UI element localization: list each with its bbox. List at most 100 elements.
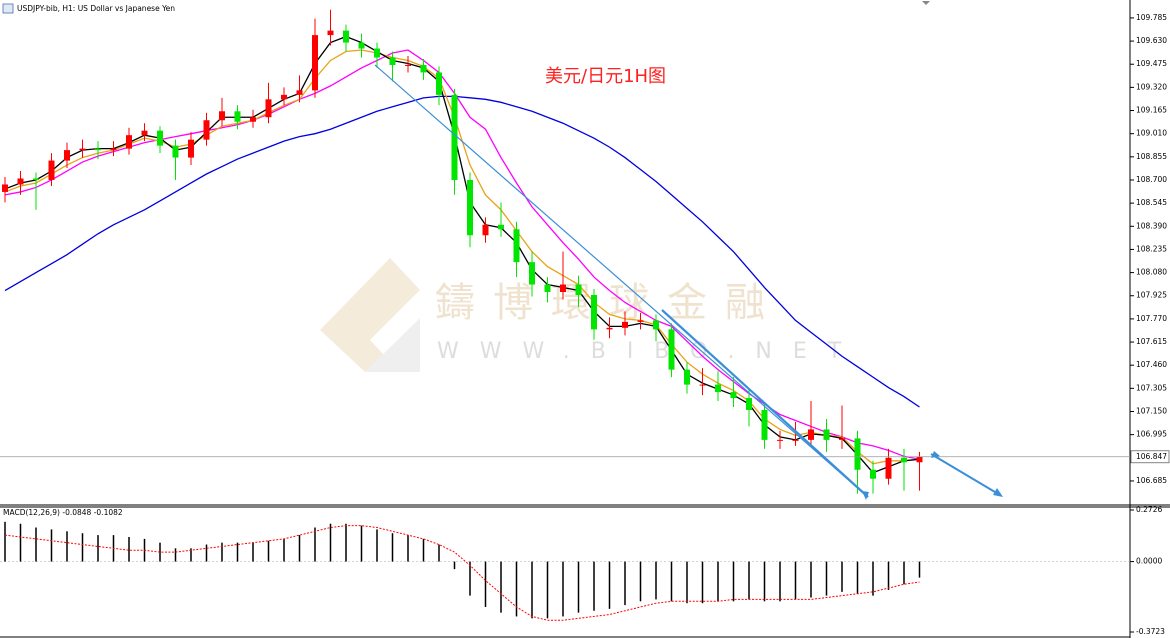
macd-bar: [314, 527, 316, 562]
macd-bar: [841, 561, 843, 592]
candle-body: [265, 99, 272, 118]
candle-body: [854, 438, 861, 470]
macd-bar: [717, 561, 719, 602]
candle-body: [358, 42, 365, 49]
candle-body: [591, 294, 597, 330]
trend-line: [661, 309, 869, 498]
macd-bar: [345, 523, 347, 562]
macd-bar: [639, 561, 642, 602]
macd-title: MACD(12,26,9) -0.0848 -0.1082: [3, 508, 123, 517]
macd-bar: [190, 548, 192, 562]
macd-bar: [205, 544, 208, 562]
y-tick-label: 0.0000: [1136, 557, 1162, 566]
candle-body: [33, 178, 39, 180]
macd-bar: [329, 523, 332, 562]
y-tick-label: 107.925: [1136, 291, 1167, 300]
candle-body: [513, 229, 520, 263]
candle-body: [699, 384, 706, 386]
chart-title: USDJPY-bib, H1: US Dollar vs Japanese Ye…: [17, 4, 175, 13]
macd-bar: [360, 525, 363, 562]
macd-bar: [298, 535, 301, 562]
candle-body: [606, 327, 613, 330]
candle-body: [560, 284, 566, 293]
candle-body: [172, 145, 179, 158]
macd-bar: [624, 561, 626, 606]
y-tick-label: 107.150: [1136, 406, 1167, 415]
candle-body: [281, 94, 287, 100]
candle-body: [141, 130, 148, 136]
macd-bar: [283, 538, 285, 562]
watermark-text: 鑄博環球金融: [435, 280, 783, 326]
candle-body: [157, 130, 163, 146]
candle-body: [2, 184, 8, 192]
macd-bar: [655, 561, 657, 600]
candle-body: [451, 94, 458, 180]
macd-bar: [903, 561, 905, 585]
macd-bar: [221, 542, 223, 562]
macd-bar: [81, 533, 84, 562]
candle-body: [544, 284, 551, 293]
watermark-logo: [320, 258, 420, 372]
macd-bar: [500, 561, 502, 613]
y-tick-label: 108.855: [1136, 152, 1167, 161]
macd-bar: [779, 561, 781, 602]
candle-body: [188, 139, 194, 158]
candle-body: [48, 160, 55, 180]
macd-bar: [593, 561, 595, 611]
macd-bar: [438, 544, 440, 562]
macd-bar: [608, 561, 611, 609]
candle-body: [777, 439, 783, 441]
candle-body: [79, 148, 86, 151]
macd-bar: [35, 527, 37, 562]
annotation: 美元/日元1H图: [545, 66, 666, 87]
candle-body: [916, 456, 923, 463]
candle-body: [312, 35, 318, 91]
candle-body: [498, 224, 504, 230]
macd-bar: [484, 561, 487, 607]
y-tick-label: 109.320: [1136, 82, 1167, 91]
candle-body: [823, 429, 830, 440]
macd-bar: [252, 542, 254, 562]
projection-arrow: [930, 453, 1001, 496]
candle-body: [219, 111, 225, 121]
candle-body: [405, 64, 411, 66]
macd-bar: [4, 521, 6, 562]
macd-bar: [19, 523, 22, 562]
y-tick-label: 106.685: [1136, 476, 1167, 485]
current-price-label: 106.847: [1136, 452, 1167, 461]
candle-body: [17, 178, 24, 185]
macd-bar: [236, 542, 239, 562]
candle-body: [327, 30, 334, 36]
candle-body: [653, 320, 659, 330]
candle-body: [746, 398, 752, 411]
arrow-head: [931, 451, 940, 458]
candle-body: [296, 90, 303, 95]
macd-bar: [531, 561, 533, 619]
macd-name: MACD(12,26,9): [3, 508, 60, 517]
macd-bar: [97, 535, 99, 562]
candle-body: [420, 64, 427, 73]
macd-bar: [267, 540, 270, 562]
candle-body: [715, 384, 721, 393]
y-tick-label: -0.3723: [1136, 627, 1165, 636]
candle-body: [64, 150, 70, 161]
plot-area: 109.785 109.630 109.475 109.320 109.165 109.0…: [0, 9, 1170, 636]
macd-bar: [174, 548, 177, 562]
y-tick-label: 107.460: [1136, 360, 1167, 369]
candle-body: [668, 329, 675, 370]
candle-body: [730, 392, 737, 399]
candle-body: [343, 30, 349, 43]
moving-average: [4, 95, 920, 408]
macd-bar: [872, 561, 874, 596]
macd-bar: [66, 531, 68, 562]
y-tick-label: 108.390: [1136, 221, 1167, 230]
candle-body: [885, 457, 892, 479]
candle-body: [684, 369, 690, 385]
macd-bar: [918, 561, 921, 578]
candle-body: [482, 224, 489, 236]
y-tick-label: 109.010: [1136, 129, 1167, 138]
macd-bar: [407, 535, 409, 562]
